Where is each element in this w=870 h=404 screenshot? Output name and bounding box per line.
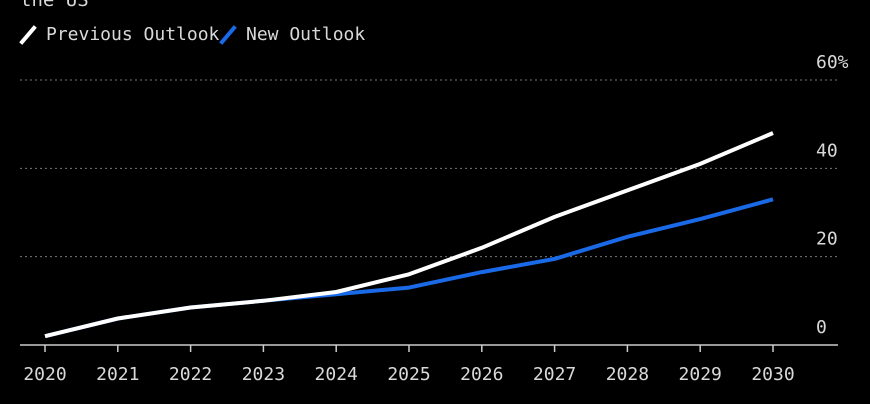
x-tick-label: 2028 — [606, 364, 649, 385]
legend: Previous Outlook New Outlook — [19, 24, 365, 45]
x-tick-label: 2022 — [169, 364, 212, 385]
x-tick-label: 2025 — [387, 364, 430, 385]
legend-swatch-new-outlook — [219, 25, 237, 45]
y-tick-label: 40 — [816, 140, 838, 161]
legend-label-new-outlook: New Outlook — [246, 24, 365, 45]
chart-title-fragment: the US — [20, 0, 89, 11]
legend-label-previous-outlook: Previous Outlook — [46, 24, 220, 45]
x-tick-label: 2020 — [23, 364, 66, 385]
x-tick-label: 2026 — [460, 364, 503, 385]
y-tick-label: 60% — [816, 52, 849, 73]
x-tick-label: 2029 — [679, 364, 722, 385]
x-tick-label: 2027 — [533, 364, 576, 385]
y-axis-tick-labels: 0 20 40 60% — [816, 52, 849, 338]
x-tick-label: 2023 — [242, 364, 285, 385]
y-tick-label: 20 — [816, 229, 838, 250]
y-tick-label: 0 — [816, 317, 827, 338]
x-axis-ticks: 2020 2021 2022 2023 2024 2025 2026 2027 2028 2029… — [23, 345, 795, 385]
gridlines — [20, 79, 838, 258]
series-lines — [44, 131, 774, 339]
series-line-previous-outlook — [44, 131, 774, 339]
x-tick-label: 2024 — [315, 364, 358, 385]
x-tick-label: 2021 — [96, 364, 139, 385]
series-line-new-outlook — [44, 197, 774, 339]
legend-swatch-previous-outlook — [19, 25, 37, 45]
x-tick-label: 2030 — [751, 364, 794, 385]
